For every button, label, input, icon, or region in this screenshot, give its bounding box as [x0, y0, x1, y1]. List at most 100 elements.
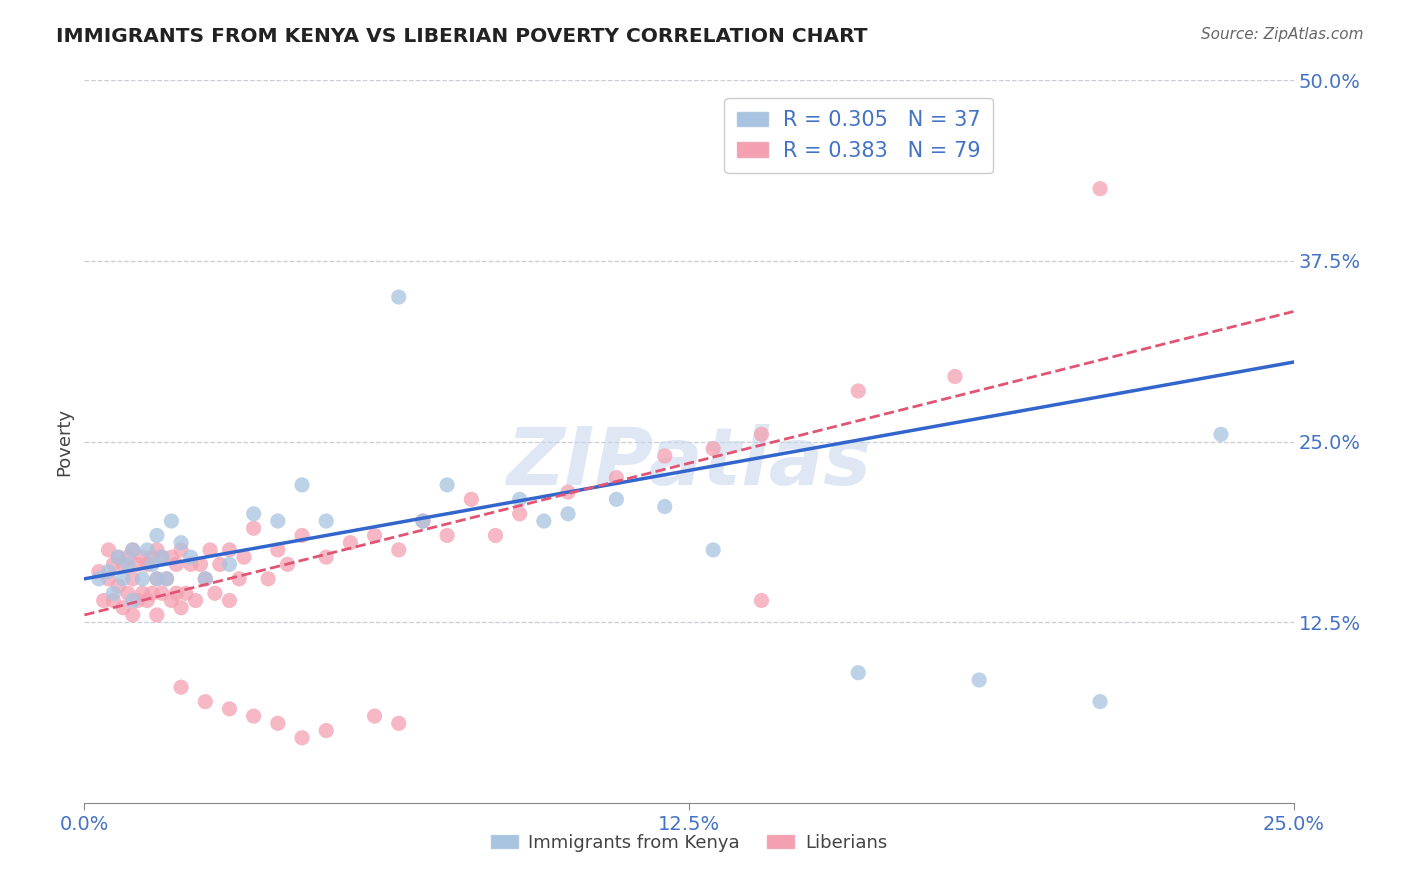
- Point: [121, 572, 143, 586]
- Point: [127, 558, 149, 572]
- Point: [943, 369, 966, 384]
- Point: [141, 558, 163, 572]
- Point: [1088, 695, 1111, 709]
- Point: [121, 593, 143, 607]
- Point: [165, 586, 187, 600]
- Point: [291, 731, 314, 745]
- Point: [103, 586, 125, 600]
- Point: [160, 514, 183, 528]
- Point: [112, 558, 135, 572]
- Point: [315, 514, 337, 528]
- Point: [97, 542, 120, 557]
- Point: [436, 478, 458, 492]
- Point: [1088, 182, 1111, 196]
- Point: [509, 507, 531, 521]
- Point: [242, 507, 264, 521]
- Point: [208, 558, 231, 572]
- Point: [160, 550, 183, 565]
- Point: [605, 470, 627, 484]
- Point: [194, 572, 217, 586]
- Point: [150, 550, 173, 565]
- Point: [194, 572, 217, 586]
- Point: [170, 542, 193, 557]
- Point: [218, 558, 240, 572]
- Point: [533, 514, 555, 528]
- Point: [131, 550, 153, 565]
- Point: [509, 492, 531, 507]
- Point: [165, 558, 187, 572]
- Point: [412, 514, 434, 528]
- Point: [654, 500, 676, 514]
- Point: [218, 702, 240, 716]
- Point: [150, 550, 173, 565]
- Point: [180, 558, 202, 572]
- Point: [107, 550, 129, 565]
- Point: [276, 558, 298, 572]
- Point: [146, 528, 169, 542]
- Point: [654, 449, 676, 463]
- Point: [141, 550, 163, 565]
- Point: [1209, 427, 1232, 442]
- Point: [267, 514, 290, 528]
- Point: [121, 542, 143, 557]
- Point: [702, 542, 724, 557]
- Point: [233, 550, 256, 565]
- Point: [605, 492, 627, 507]
- Point: [204, 586, 226, 600]
- Point: [93, 593, 115, 607]
- Point: [170, 600, 193, 615]
- Point: [339, 535, 361, 549]
- Point: [146, 572, 169, 586]
- Point: [412, 514, 434, 528]
- Point: [107, 579, 129, 593]
- Point: [174, 586, 197, 600]
- Point: [751, 593, 773, 607]
- Point: [103, 593, 125, 607]
- Point: [131, 572, 153, 586]
- Point: [150, 586, 173, 600]
- Point: [702, 442, 724, 456]
- Point: [267, 716, 290, 731]
- Point: [846, 384, 869, 398]
- Y-axis label: Poverty: Poverty: [55, 408, 73, 475]
- Point: [170, 535, 193, 549]
- Point: [751, 427, 773, 442]
- Point: [315, 723, 337, 738]
- Point: [242, 709, 264, 723]
- Point: [97, 565, 120, 579]
- Point: [146, 607, 169, 622]
- Point: [460, 492, 482, 507]
- Point: [484, 528, 506, 542]
- Point: [291, 528, 314, 542]
- Text: IMMIGRANTS FROM KENYA VS LIBERIAN POVERTY CORRELATION CHART: IMMIGRANTS FROM KENYA VS LIBERIAN POVERT…: [56, 27, 868, 45]
- Point: [155, 572, 177, 586]
- Point: [112, 600, 135, 615]
- Point: [967, 673, 990, 687]
- Legend: Immigrants from Kenya, Liberians: Immigrants from Kenya, Liberians: [484, 826, 894, 859]
- Point: [257, 572, 280, 586]
- Point: [363, 709, 385, 723]
- Point: [107, 550, 129, 565]
- Point: [218, 593, 240, 607]
- Text: ZIPatlas: ZIPatlas: [506, 425, 872, 502]
- Point: [155, 572, 177, 586]
- Point: [180, 550, 202, 565]
- Point: [121, 542, 143, 557]
- Point: [170, 680, 193, 694]
- Point: [136, 593, 159, 607]
- Point: [194, 695, 217, 709]
- Point: [117, 550, 139, 565]
- Text: Source: ZipAtlas.com: Source: ZipAtlas.com: [1201, 27, 1364, 42]
- Point: [198, 542, 221, 557]
- Point: [87, 572, 110, 586]
- Point: [557, 507, 579, 521]
- Point: [146, 572, 169, 586]
- Point: [131, 586, 153, 600]
- Point: [87, 565, 110, 579]
- Point: [146, 542, 169, 557]
- Point: [136, 542, 159, 557]
- Point: [121, 607, 143, 622]
- Point: [557, 485, 579, 500]
- Point: [103, 558, 125, 572]
- Point: [136, 558, 159, 572]
